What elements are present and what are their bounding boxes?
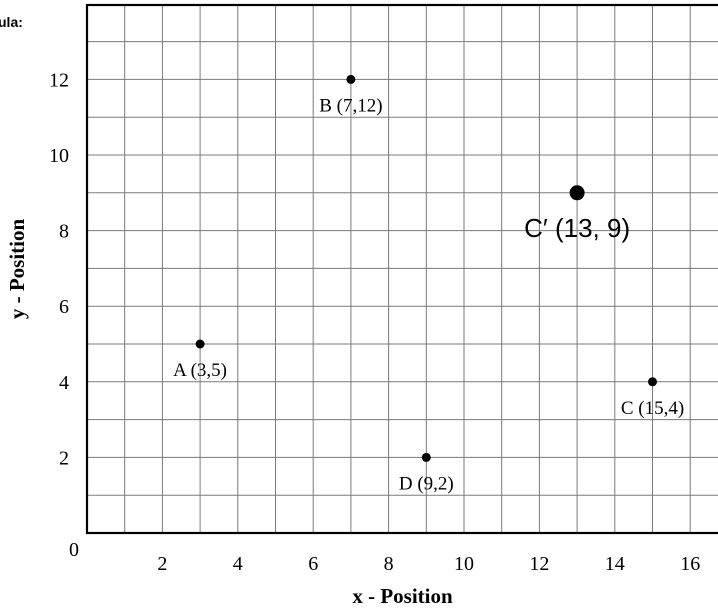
y-axis-title: y - Position (5, 219, 29, 320)
data-point (195, 339, 205, 349)
origin-label: 0 (69, 539, 79, 561)
y-tick-label: 6 (59, 296, 69, 318)
y-tick-label: 4 (59, 372, 69, 394)
data-point (421, 452, 431, 462)
x-tick-label: 6 (308, 553, 318, 575)
point-label: C (15,4) (621, 398, 684, 419)
point-label: A (3,5) (173, 360, 227, 381)
y-tick-labels: 2 4 6 8 10 12 (49, 69, 69, 469)
data-point (648, 377, 657, 387)
point-label: B (7,12) (319, 95, 382, 116)
emphasized-point (569, 185, 585, 201)
y-tick-label: 12 (49, 69, 69, 91)
x-tick-label: 2 (157, 553, 167, 575)
x-tick-label: 10 (454, 553, 474, 575)
x-axis-title: x - Position (352, 584, 453, 608)
x-tick-label: 14 (605, 553, 625, 575)
x-tick-label: 12 (529, 553, 549, 575)
point-label: D (9,2) (399, 473, 454, 494)
y-tick-label: 2 (59, 447, 69, 469)
data-points: A (3,5) B (7,12) C (15,4) D (9,2) C′ (13, 9) (173, 74, 684, 494)
data-point (346, 74, 356, 84)
x-tick-label: 8 (384, 553, 394, 575)
corner-text: ula: (0, 14, 23, 30)
grid-lines (87, 5, 718, 533)
x-tick-label: 16 (680, 553, 700, 575)
y-tick-label: 8 (59, 221, 69, 243)
y-tick-label: 10 (49, 145, 69, 167)
x-tick-label: 4 (233, 553, 243, 575)
x-tick-labels: 2 4 6 8 10 12 14 16 (157, 553, 700, 575)
point-label: C′ (13, 9) (524, 213, 630, 243)
plot-frame (85, 3, 718, 535)
